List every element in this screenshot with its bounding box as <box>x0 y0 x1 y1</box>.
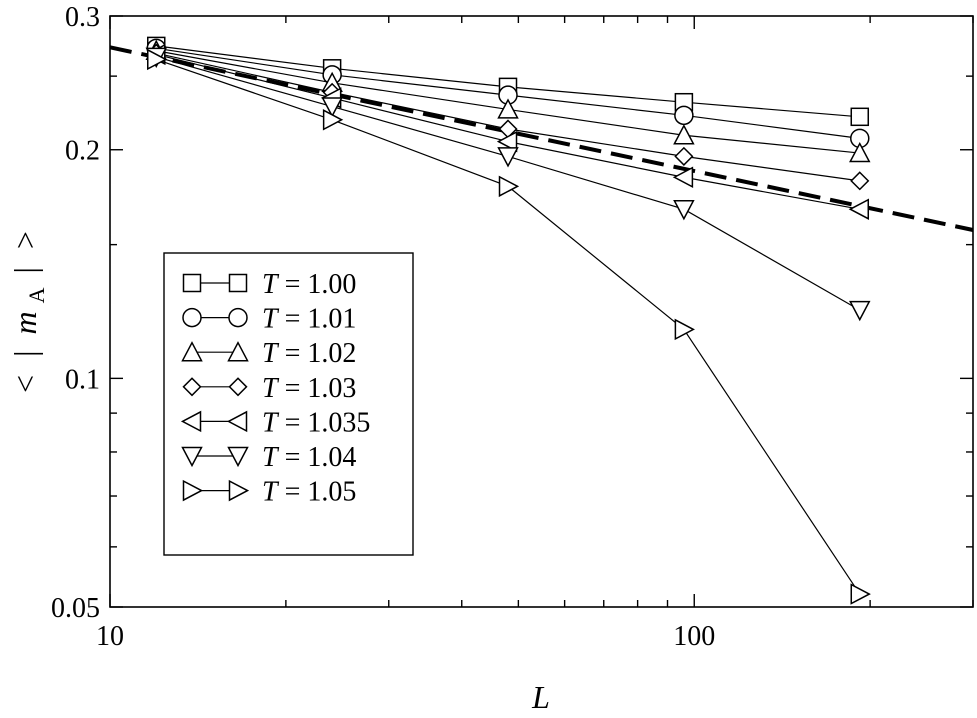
legend-entry: T = 1.00 <box>182 269 356 300</box>
data-point <box>850 171 870 191</box>
y-tick-labels: 0.05 0.1 0.2 0.3 <box>51 2 100 624</box>
legend-label: T = 1.035 <box>262 407 370 438</box>
plot-area <box>109 15 974 608</box>
legend-marker <box>227 341 249 362</box>
legend-marker <box>181 341 203 362</box>
legend-entry: T = 1.035 <box>180 407 370 438</box>
legend-label: T = 1.04 <box>262 442 356 473</box>
y-tick-label: 0.1 <box>65 364 100 395</box>
legend-marker <box>227 446 249 468</box>
data-point <box>674 146 694 166</box>
y-axis-label-bar-left: | <box>7 351 43 357</box>
legend-marker <box>181 446 203 468</box>
legend-marker <box>182 307 202 328</box>
reference-dashed-line <box>109 45 974 232</box>
legend-entry: T = 1.02 <box>181 338 356 369</box>
x-tick-labels: 10 100 <box>96 621 715 652</box>
legend-marker <box>182 479 204 502</box>
y-axis-label-bar-right: | <box>7 267 43 273</box>
legend-box <box>163 252 414 556</box>
x-axis-label: L <box>531 679 550 715</box>
legend-label: T = 1.02 <box>262 338 356 369</box>
legend-entry: T = 1.01 <box>182 304 356 335</box>
y-tick-label: 0.05 <box>51 593 100 624</box>
legend-entry: T = 1.03 <box>182 373 356 404</box>
legend-entry: T = 1.05 <box>182 477 356 508</box>
legend-label: T = 1.05 <box>262 477 356 508</box>
data-point <box>850 583 871 605</box>
y-axis-label-sub: A <box>24 287 49 303</box>
data-point <box>850 107 870 127</box>
plot-frame <box>109 15 974 608</box>
legend-marker <box>182 273 202 293</box>
data-point <box>497 147 519 168</box>
reference-line-layer <box>109 45 974 232</box>
legend-marker <box>228 479 250 502</box>
y-axis-label-var: m <box>7 311 43 334</box>
data-point <box>147 48 168 71</box>
legend-marker <box>228 377 248 397</box>
x-tick-label: 100 <box>673 621 715 652</box>
series-layer <box>145 36 871 605</box>
legend-marker <box>228 273 248 293</box>
data-point <box>496 130 518 153</box>
legend-marker <box>180 410 202 433</box>
data-point <box>498 175 520 198</box>
data-point <box>848 198 870 220</box>
y-axis-label-open: < <box>7 375 43 393</box>
data-point <box>674 318 695 341</box>
legend-marker <box>226 410 248 433</box>
axis-ticks <box>109 15 974 608</box>
y-tick-label: 0.3 <box>65 2 100 33</box>
data-point <box>674 105 694 126</box>
y-tick-label: 0.2 <box>65 136 100 167</box>
legend-label: T = 1.00 <box>262 269 356 300</box>
y-axis-label: < | m A | > <box>7 231 51 393</box>
y-axis-label-close: > <box>7 231 43 249</box>
data-point <box>321 97 343 118</box>
series-6 <box>147 48 871 605</box>
legend-label: T = 1.01 <box>262 304 356 335</box>
data-point <box>673 124 695 145</box>
data-point <box>497 98 519 119</box>
data-point <box>322 109 344 131</box>
legend-marker <box>182 377 202 397</box>
legend-marker <box>228 307 248 328</box>
data-point <box>673 199 695 221</box>
data-point <box>849 141 871 163</box>
x-tick-label: 10 <box>96 621 124 652</box>
legend: T = 1.00 T = 1.01T = 1.02 T = 1.03T = 1.03… <box>163 252 414 556</box>
legend-label: T = 1.03 <box>262 373 356 404</box>
data-point <box>849 300 871 322</box>
data-point <box>672 166 694 188</box>
legend-entry: T = 1.04 <box>181 442 356 473</box>
